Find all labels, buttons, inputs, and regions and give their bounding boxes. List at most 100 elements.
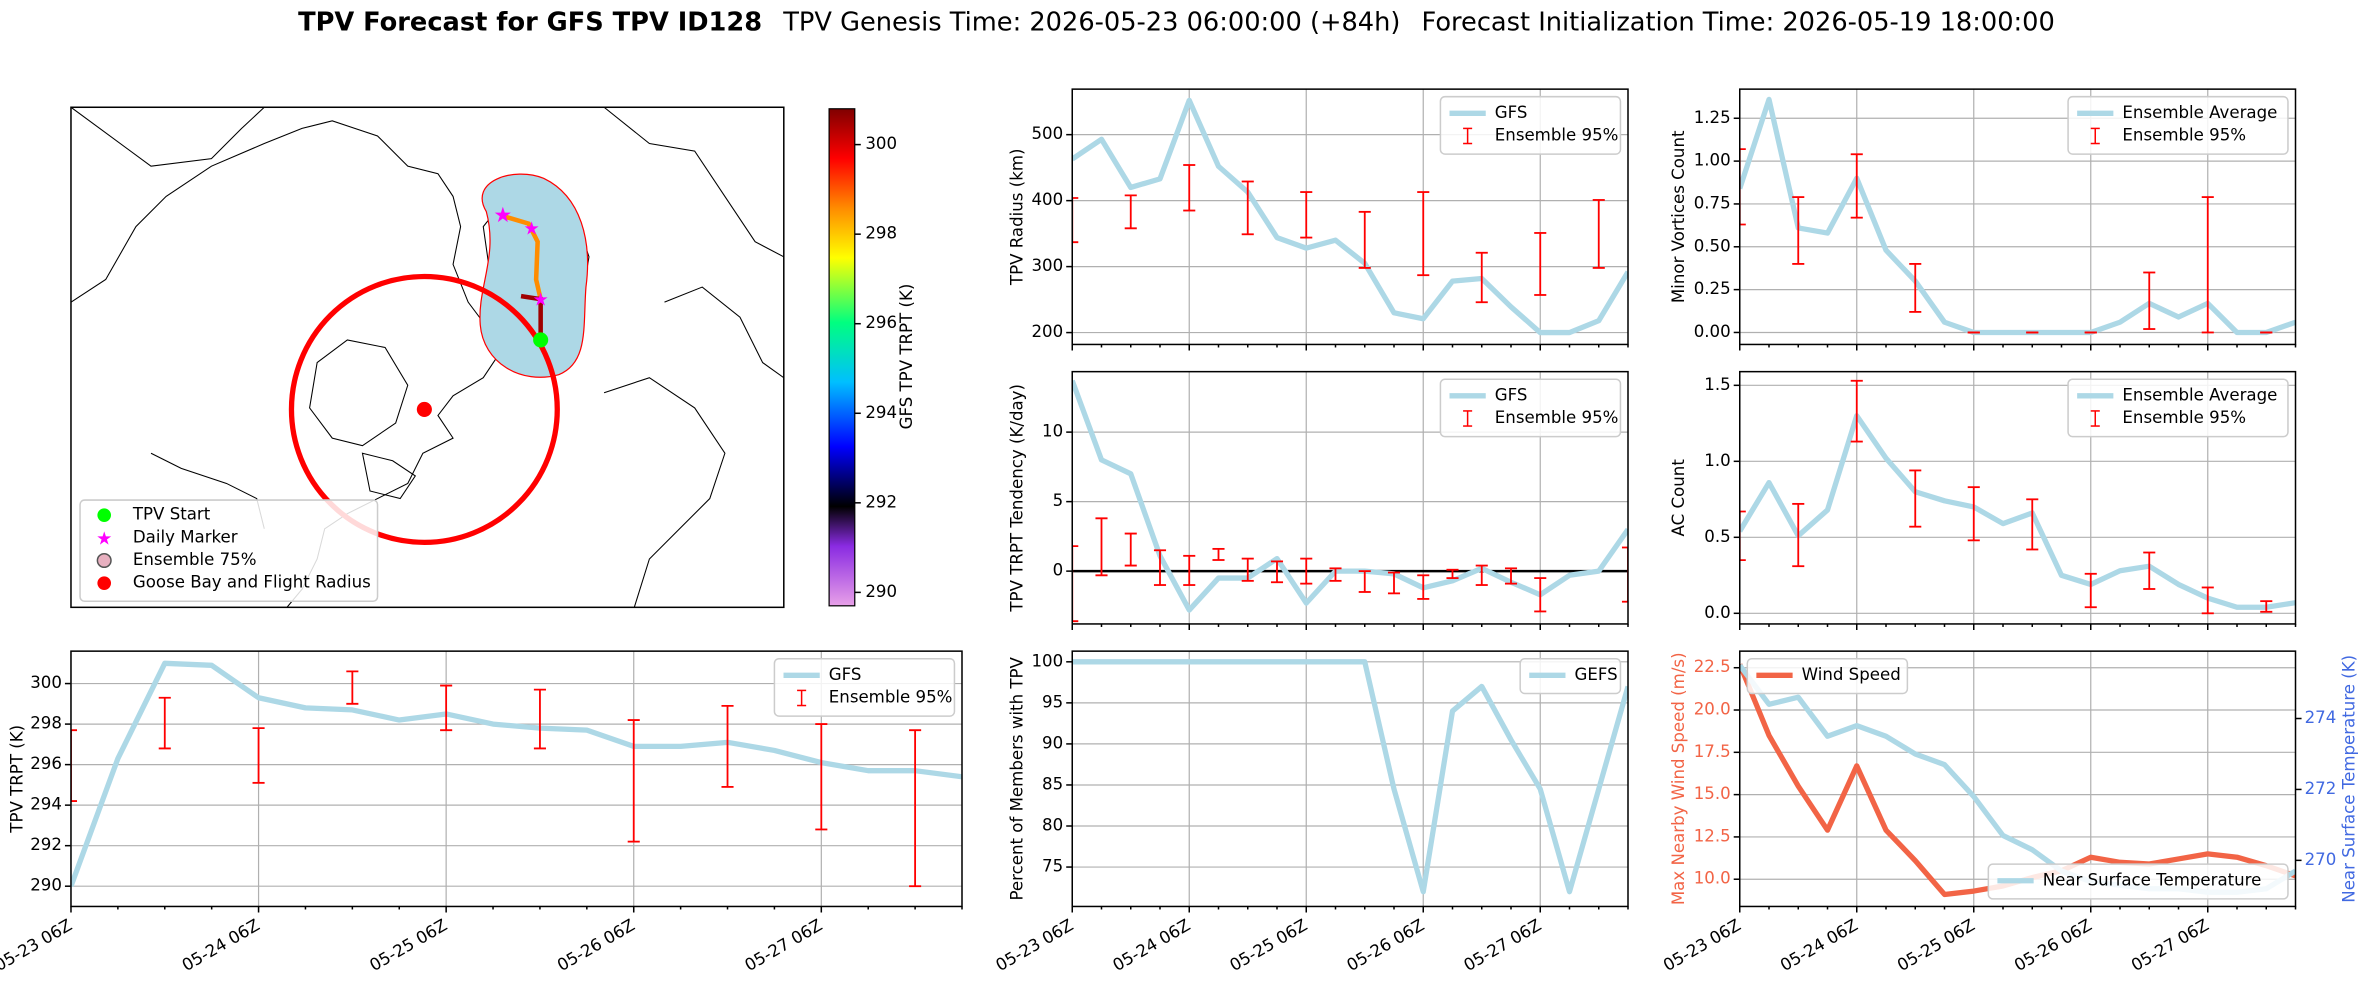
error-bar (1504, 567, 1518, 585)
error-bar (1967, 486, 1980, 542)
error-bar (1300, 557, 1313, 585)
legend-label: Ensemble Average (2122, 103, 2277, 122)
y-tick-label: 298 (30, 714, 62, 733)
legend-label: Wind Speed (1802, 665, 1901, 684)
y-tick-label: 292 (30, 835, 62, 854)
y-tick-label: 400 (1031, 190, 1063, 209)
y2-tick-label: 272 (2305, 779, 2337, 798)
error-bar (1446, 568, 1459, 579)
x-tick-label: 05-26 06Z (1343, 915, 1427, 974)
x-tick-label: 05-27 06Z (742, 915, 826, 974)
series-line (1072, 659, 1628, 895)
error-bar (1212, 547, 1225, 561)
daily-marker: ★ (493, 202, 512, 227)
error-bar (1124, 532, 1137, 567)
series-line (1739, 663, 2296, 898)
y-tick-label: 500 (1031, 124, 1063, 143)
legend-marker (97, 576, 111, 590)
suptitle: TPV Forecast for GFS TPV ID128 TPV Genesi… (298, 7, 2055, 37)
error-bar (1909, 263, 1922, 313)
legend (1746, 657, 1909, 695)
y-tick-label: 80 (1042, 816, 1063, 835)
y-tick-label: 15.0 (1694, 784, 1731, 803)
plot-frame (1071, 370, 1629, 625)
colorbar-tick-label: 294 (865, 403, 897, 422)
track-end (520, 293, 543, 340)
y-tick-label: 5 (1053, 491, 1064, 510)
legend (1519, 657, 1622, 695)
y-tick-label: 20.0 (1694, 700, 1731, 719)
error-bar (1124, 194, 1137, 230)
error-bar (1475, 251, 1488, 304)
y-tick-label: 17.5 (1694, 742, 1731, 761)
track (502, 213, 543, 300)
title-genesis: TPV Genesis Time: 2026-05-23 06:00:00 (+… (782, 7, 1400, 37)
y-tick-label: 1.0 (1704, 451, 1730, 470)
y-tick-label: 22.5 (1694, 657, 1731, 676)
error-bar (1358, 570, 1371, 593)
error-bar (2026, 498, 2039, 551)
error-bar (2260, 600, 2273, 613)
legend-label: Goose Bay and Flight Radius (133, 573, 371, 592)
plot-frame (1071, 88, 1629, 346)
y-tick-label: 300 (1031, 256, 1063, 275)
error-bar (1387, 571, 1401, 595)
error-bar (1417, 191, 1430, 277)
x-tick-label: 05-25 06Z (1894, 915, 1978, 974)
y-tick-label: 0.25 (1694, 279, 1731, 298)
map-frame (70, 106, 785, 609)
x-tick-label: 05-27 06Z (2128, 915, 2212, 974)
y-tick-label: 1.5 (1704, 375, 1730, 394)
y-tick-label: 0.5 (1704, 527, 1730, 546)
y-tick-label: 294 (30, 795, 62, 814)
error-bar (1792, 196, 1805, 265)
y2-tick-label: 274 (2305, 708, 2337, 727)
y-tick-label: 0.00 (1694, 322, 1731, 341)
error-bar (815, 723, 828, 831)
y-axis-label: TPV TRPT (K) (8, 725, 27, 834)
y-axis-label: TPV TRPT Tendency (K/day) (1007, 384, 1026, 613)
error-bar (1417, 574, 1430, 600)
y-tick-label: 0.75 (1694, 193, 1731, 212)
legend (2067, 378, 2289, 438)
y2-tick-label: 270 (2305, 850, 2337, 869)
error-bar (533, 688, 546, 750)
legend-marker (97, 508, 111, 522)
legend-label: GEFS (1575, 665, 1618, 684)
y-tick-label: 0.50 (1694, 236, 1731, 255)
series-line (1072, 379, 1628, 613)
x-tick-label: 05-24 06Z (1777, 915, 1861, 974)
error-bar (1475, 564, 1488, 586)
y-tick-label: 1.00 (1694, 151, 1731, 170)
legend (2067, 95, 2289, 155)
legend-label: Ensemble 95% (829, 687, 953, 706)
colorbar-tick-label: 292 (865, 492, 897, 511)
plot-frame (1739, 88, 2297, 346)
error-bar (1739, 510, 1746, 562)
error-bar (1792, 502, 1805, 568)
y-axis-label: Max Nearby Wind Speed (m/s) (1669, 652, 1688, 905)
error-bar (1534, 232, 1547, 296)
legend-label: Ensemble 95% (2122, 125, 2246, 144)
y-axis-label: Percent of Members with TPV (1007, 656, 1026, 900)
legend-label: GFS (1495, 103, 1528, 122)
plot-frame (1739, 650, 2297, 908)
legend-label: Ensemble 95% (1495, 408, 1619, 427)
series-line (1739, 96, 2296, 336)
error-bar (1621, 546, 1628, 603)
y-tick-label: 95 (1042, 692, 1063, 711)
plot-frame (1071, 650, 1629, 908)
error-bar (1909, 469, 1922, 528)
error-bar (346, 670, 359, 705)
ensemble-region (479, 173, 589, 378)
legend (1987, 863, 2289, 900)
colorbar (828, 108, 856, 607)
error-bar (1153, 549, 1167, 586)
legend-label: Near Surface Temperature (2043, 870, 2262, 889)
series-line (1072, 97, 1628, 336)
daily-marker: ★ (533, 290, 549, 311)
error-bar (1329, 567, 1342, 582)
x-tick-label: 05-24 06Z (179, 915, 263, 974)
plot-frame (70, 650, 963, 908)
series-line (1739, 663, 2296, 895)
